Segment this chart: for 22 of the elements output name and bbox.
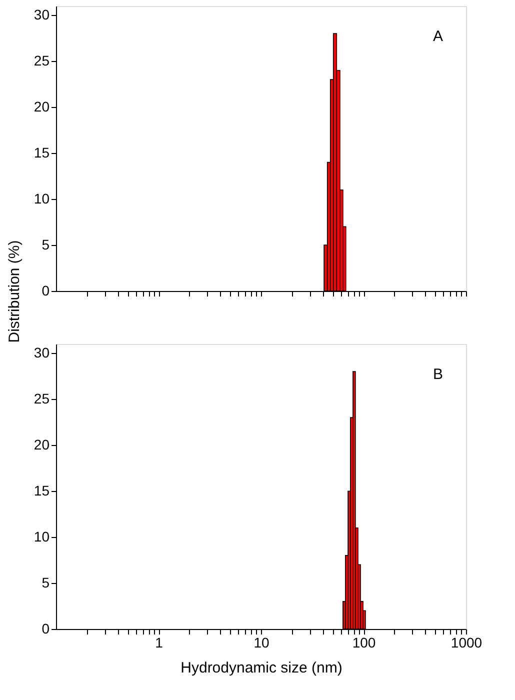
annotation: A xyxy=(432,28,444,45)
y-tick-label: 5 xyxy=(42,574,50,591)
y-tick-label: 15 xyxy=(34,144,50,161)
y-tick-label: 25 xyxy=(34,390,50,407)
y-tick-label: 15 xyxy=(34,482,50,499)
y-tick-label: 20 xyxy=(34,436,50,453)
y-axis-title: Distribution (%) xyxy=(6,240,23,343)
x-tick-label: 1 xyxy=(155,634,164,650)
x-tick-label: 10 xyxy=(254,634,270,650)
annotation: B xyxy=(432,366,444,383)
y-tick-label: 30 xyxy=(34,344,50,361)
y-tick-label: 25 xyxy=(34,52,50,69)
x-tick-label: 100 xyxy=(352,634,376,650)
x-tick-label: 1000 xyxy=(450,634,482,650)
y-tick-label: 10 xyxy=(34,528,50,545)
y-tick-label: 30 xyxy=(34,6,50,23)
y-tick-label: 0 xyxy=(42,620,50,636)
x-axis-title: Hydrodynamic size (nm) xyxy=(180,660,342,676)
y-tick-label: 10 xyxy=(34,190,50,207)
y-tick-label: 5 xyxy=(42,236,50,253)
y-tick-label: 20 xyxy=(34,98,50,115)
y-tick-label: 0 xyxy=(42,282,50,298)
